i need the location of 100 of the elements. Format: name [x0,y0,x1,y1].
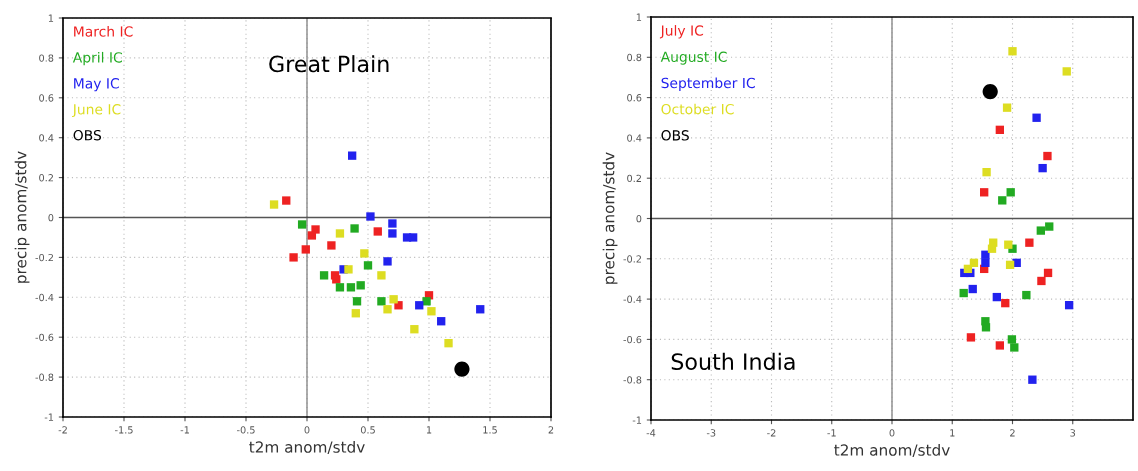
point [1002,103,1012,112]
y-tick-label: 0 [636,214,642,223]
y-tick-label: 0.8 [39,54,54,62]
x-tick-label: -2 [58,426,67,434]
point [982,167,991,177]
point [327,241,336,250]
y-tick-label: -0.4 [35,293,54,302]
x-tick-label: 2 [1010,429,1015,437]
y-tick-label: 0.2 [627,174,641,183]
point [995,341,1005,350]
point [332,275,341,284]
y-axis-title: precip anom/stdv [14,151,30,283]
point [1043,151,1052,161]
x-tick-label: -0.5 [236,426,255,434]
point [427,307,436,316]
text: May IC [74,78,119,92]
point [1008,47,1017,56]
point [437,317,446,326]
x-tick-label: 1 [950,429,955,437]
point [289,253,298,262]
text: April IC [72,51,122,66]
point [408,233,418,242]
point [282,196,291,205]
y-tick-label: 0.4 [39,134,54,142]
x-tick-label: 0 [889,429,895,437]
point [1043,268,1053,278]
annotation: South India [671,352,795,371]
point [1062,67,1071,76]
text: August IC [660,51,727,65]
point [356,281,365,290]
x-tick-label: 0 [304,426,310,434]
text: September IC [661,77,755,91]
point [1007,335,1017,344]
point [422,297,431,306]
x-tick-label: 2 [548,426,554,434]
text: OBS [661,130,689,141]
y-tick-label: -0.6 [35,333,54,342]
point [297,220,307,229]
point [959,288,968,298]
x-tick-label: -1 [827,429,836,437]
point [394,301,403,310]
x-tick-label: -2 [767,429,776,437]
point [319,271,329,280]
point [444,339,453,348]
point [366,212,375,221]
point [1064,300,1074,310]
point [981,250,990,259]
point [383,257,392,266]
y-tick-label: 1 [636,13,642,21]
point [1004,240,1013,249]
text: OBS [73,129,102,141]
point [981,323,991,332]
x-tick-label: 1 [426,426,432,434]
point [1038,163,1047,173]
y-tick-label: 0.4 [627,134,642,142]
point [1028,375,1037,384]
point [388,229,397,238]
y-tick-label: 0.8 [627,53,642,62]
point [352,297,362,306]
point [980,188,989,197]
x-tick-label: -3 [706,429,716,437]
y-tick-label: 0.6 [39,94,54,102]
point [963,264,973,274]
point [377,297,386,306]
x-tick-label: 3 [1070,429,1076,437]
y-tick-label: -0.2 [35,253,53,262]
x-axis-title: t2m anom/stdv [834,443,950,458]
point [966,333,976,342]
point [1005,260,1015,270]
y-tick-label: -0.6 [623,335,642,344]
text: July IC [659,25,704,39]
point [269,200,279,209]
y-tick-label: 0.6 [627,94,642,102]
point [1010,343,1019,352]
point [995,125,1005,135]
point [373,227,382,236]
point [307,231,317,240]
point [335,283,345,292]
point [987,244,997,253]
point [347,151,357,160]
y-axis-title: precip anom/stdv [602,152,618,284]
x-tick-label: -1 [180,426,189,434]
point [383,305,392,314]
x-axis-title: t2m anom/stdv [249,440,365,455]
point [982,83,998,100]
point [968,284,977,294]
y-tick-label: 0 [48,213,54,222]
y-tick-label: -0.4 [623,295,642,303]
x-tick-label: -1.5 [114,426,133,434]
y-tick-label: -0.8 [623,376,642,384]
text: October IC [661,103,734,115]
point [335,229,345,238]
point [454,361,470,377]
point [363,261,373,270]
point [1036,226,1045,235]
point [476,305,485,314]
point [1037,276,1046,286]
y-tick-label: -1 [632,416,642,424]
text: June IC [72,104,121,118]
x-tick-label: 1.5 [483,426,497,434]
